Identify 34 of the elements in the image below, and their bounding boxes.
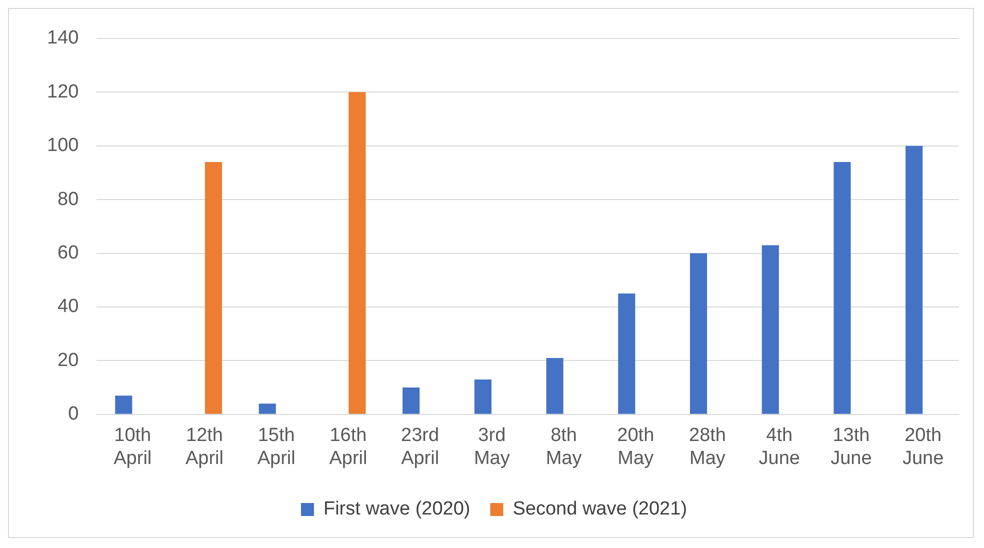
y-tick-label: 20 bbox=[58, 350, 79, 371]
bar bbox=[258, 404, 276, 414]
bar bbox=[762, 245, 779, 414]
y-tick-label: 0 bbox=[68, 404, 79, 425]
y-tick-label: 60 bbox=[58, 242, 79, 264]
x-tick-label: 4th June bbox=[758, 425, 800, 469]
y-tick-label: 100 bbox=[47, 135, 79, 156]
x-tick-label: 13th June bbox=[830, 425, 872, 469]
bar bbox=[618, 294, 636, 414]
x-tick-label: 10th April bbox=[114, 425, 152, 469]
x-tick-label: 20th May bbox=[617, 425, 654, 469]
y-tick-label: 40 bbox=[58, 296, 79, 318]
legend-label: Second wave (2021) bbox=[512, 498, 688, 520]
y-tick-label: 140 bbox=[47, 28, 79, 49]
legend-label: First wave (2020) bbox=[323, 498, 470, 520]
bar bbox=[834, 162, 851, 414]
x-tick-label: 28th May bbox=[689, 425, 726, 469]
x-tick-label: 12th April bbox=[185, 425, 224, 469]
x-tick-label: 3rd May bbox=[474, 425, 510, 469]
x-tick-label: 23rd April bbox=[401, 425, 440, 469]
bar bbox=[906, 146, 923, 414]
bar bbox=[690, 253, 708, 414]
bar bbox=[348, 92, 366, 414]
x-tick-label: 16th April bbox=[329, 425, 368, 469]
x-tick-label: 15th April bbox=[257, 425, 296, 469]
bar bbox=[546, 358, 564, 414]
x-tick-label: 8th May bbox=[546, 425, 582, 469]
bar bbox=[204, 162, 222, 414]
bar bbox=[402, 388, 420, 414]
bar bbox=[474, 379, 492, 414]
y-tick-label: 120 bbox=[47, 81, 79, 102]
x-tick-label: 20th June bbox=[902, 425, 944, 469]
y-tick-label: 80 bbox=[58, 188, 79, 210]
bar bbox=[115, 396, 132, 414]
